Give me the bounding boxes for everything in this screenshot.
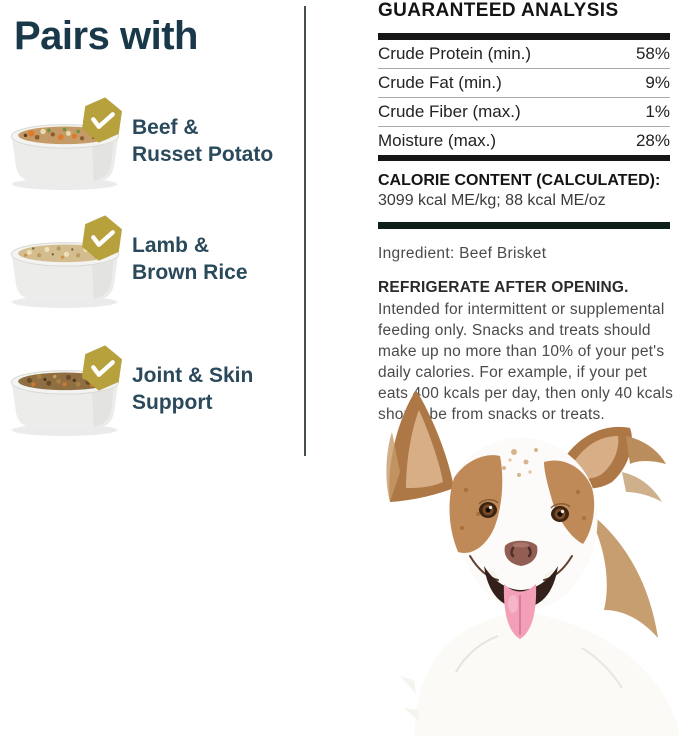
row-label: Crude Fat (min.) [378, 73, 502, 92]
hexagon-check-icon [82, 345, 122, 391]
ingredient-line: Ingredient: Beef Brisket [378, 245, 547, 262]
pair-item-joint-skin-support: Joint & Skin Support [4, 334, 304, 436]
calorie-content-value: 3099 kcal ME/kg; 88 kcal ME/oz [378, 192, 606, 209]
row-value: 1% [645, 102, 670, 121]
pair-label: Joint & Skin Support [132, 362, 253, 416]
row-value: 58% [635, 44, 670, 63]
dog-photo [386, 390, 679, 736]
pair-label: Beef & Russet Potato [132, 114, 273, 168]
table-row: Crude Fat (min.) 9% [378, 69, 670, 98]
guaranteed-analysis-section: GUARANTEED ANALYSIS Crude Protein (min.)… [378, 0, 673, 425]
guaranteed-analysis-table: Crude Protein (min.) 58% Crude Fat (min.… [378, 33, 670, 161]
refrigerate-heading: REFRIGERATE AFTER OPENING. [378, 279, 629, 296]
pairs-with-title: Pairs with [14, 14, 198, 58]
row-label: Crude Protein (min.) [378, 44, 532, 63]
table-row: Moisture (max.) 28% [378, 127, 670, 155]
pair-item-beef-russet-potato: Beef & Russet Potato [4, 96, 304, 196]
row-value: 28% [635, 131, 670, 150]
pair-label-line2: Brown Rice [132, 261, 248, 284]
pair-label-line2: Support [132, 391, 213, 414]
calorie-content-heading: CALORIE CONTENT (CALCULATED): [378, 172, 661, 189]
row-value: 9% [645, 73, 670, 92]
pair-label-line1: Joint & Skin [132, 364, 254, 387]
row-label: Moisture (max.) [378, 131, 497, 150]
vertical-divider [304, 6, 306, 456]
pair-item-lamb-brown-rice: Lamb & Brown Rice [4, 214, 304, 314]
pair-label: Lamb & Brown Rice [132, 232, 248, 286]
pair-label-line2: Russet Potato [132, 143, 274, 166]
table-row: Crude Protein (min.) 58% [378, 40, 670, 69]
pair-label-line1: Beef & [132, 116, 199, 139]
table-row: Crude Fiber (max.) 1% [378, 98, 670, 127]
pair-label-line1: Lamb & [132, 234, 210, 257]
feeding-disclaimer-text: Intended for intermittent or supplementa… [378, 301, 674, 423]
hexagon-check-icon [82, 215, 122, 261]
section-divider-bar [378, 222, 670, 229]
hexagon-check-icon [82, 97, 122, 143]
beef-russet-potato-bowl-image [10, 124, 120, 190]
guaranteed-analysis-title: GUARANTEED ANALYSIS [378, 0, 619, 21]
row-label: Crude Fiber (max.) [378, 102, 521, 121]
